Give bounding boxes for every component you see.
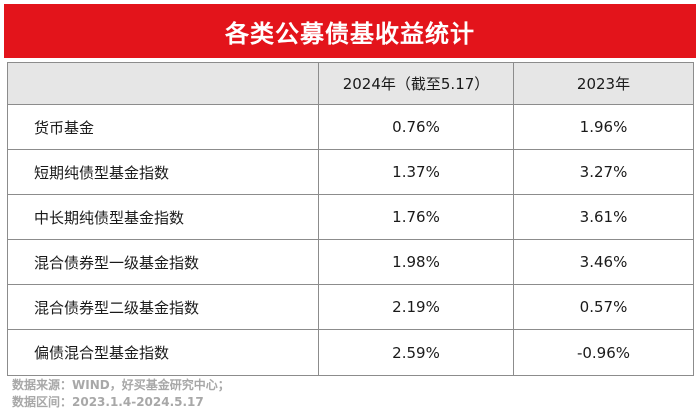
return-2023-cell: 3.46% [513, 239, 694, 285]
return-2024-cell: 2.19% [318, 284, 514, 330]
table-row: 偏债混合型基金指数 2.59% -0.96% [7, 329, 694, 376]
fund-name-cell: 货币基金 [7, 104, 319, 150]
return-2024-cell: 0.76% [318, 104, 514, 150]
return-2024-cell: 2.59% [318, 329, 514, 376]
fund-name-cell: 中长期纯债型基金指数 [7, 194, 319, 240]
page-title: 各类公募债基收益统计 [4, 4, 696, 58]
table-header-row: 2024年（截至5.17） 2023年 [7, 62, 694, 105]
return-2024-cell: 1.37% [318, 149, 514, 195]
fund-name-cell: 偏债混合型基金指数 [7, 329, 319, 376]
return-2023-cell: 0.57% [513, 284, 694, 330]
data-source-note: 数据来源：WIND，好买基金研究中心； [12, 378, 230, 392]
return-2023-cell: -0.96% [513, 329, 694, 376]
fund-name-cell: 短期纯债型基金指数 [7, 149, 319, 195]
data-range-note: 数据区间：2023.1.4-2024.5.17 [12, 395, 204, 409]
return-2024-cell: 1.76% [318, 194, 514, 240]
column-header-2024: 2024年（截至5.17） [318, 62, 514, 105]
column-header-2023: 2023年 [513, 62, 694, 105]
table-row: 混合债券型一级基金指数 1.98% 3.46% [7, 239, 694, 285]
table-row: 混合债券型二级基金指数 2.19% 0.57% [7, 284, 694, 330]
fund-returns-table: 2024年（截至5.17） 2023年 货币基金 0.76% 1.96% 短期纯… [7, 62, 694, 376]
fund-name-cell: 混合债券型二级基金指数 [7, 284, 319, 330]
return-2024-cell: 1.98% [318, 239, 514, 285]
table-row: 中长期纯债型基金指数 1.76% 3.61% [7, 194, 694, 240]
table-row: 货币基金 0.76% 1.96% [7, 104, 694, 150]
return-2023-cell: 3.27% [513, 149, 694, 195]
column-header-name [7, 62, 319, 105]
return-2023-cell: 1.96% [513, 104, 694, 150]
footnote: 数据来源：WIND，好买基金研究中心； 数据区间：2023.1.4-2024.5… [12, 377, 230, 411]
fund-name-cell: 混合债券型一级基金指数 [7, 239, 319, 285]
table-row: 短期纯债型基金指数 1.37% 3.27% [7, 149, 694, 195]
return-2023-cell: 3.61% [513, 194, 694, 240]
